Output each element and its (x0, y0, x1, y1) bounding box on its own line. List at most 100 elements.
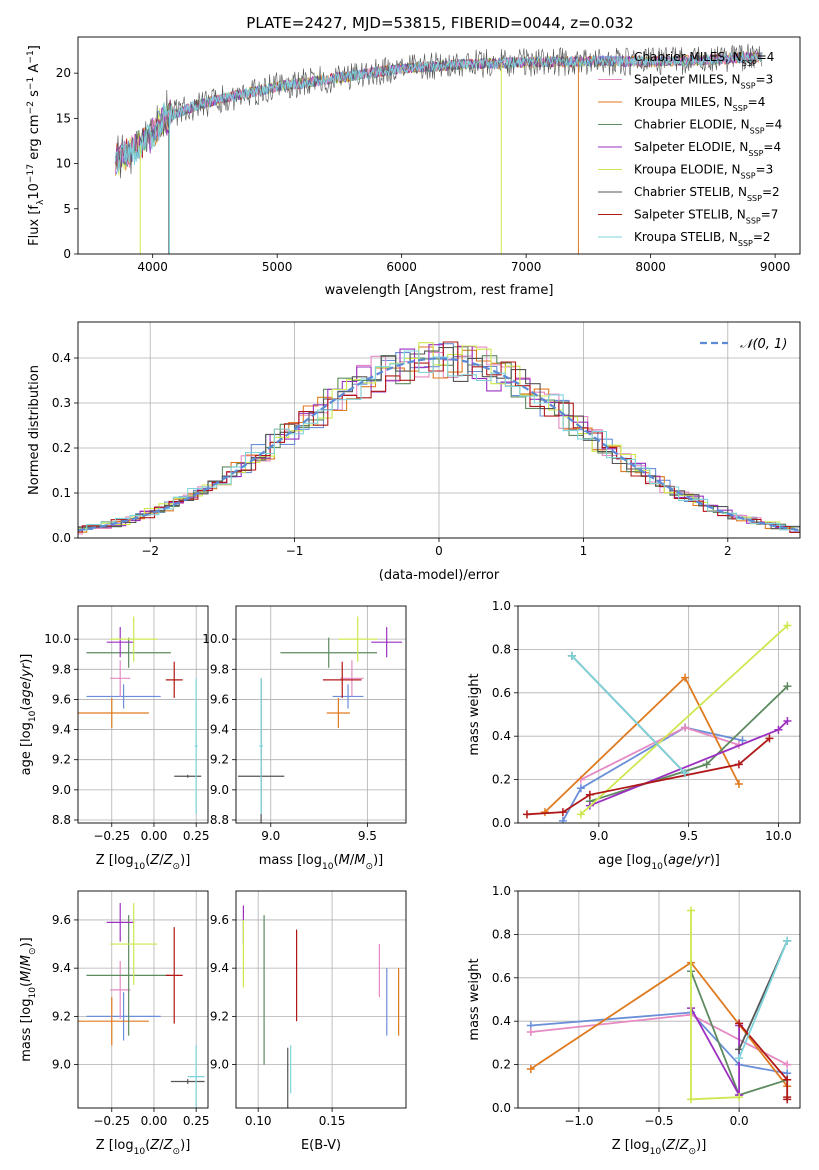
legend-label: Kroupa STELIB, NSSP=2 (634, 230, 771, 248)
legend-sub: SSP (741, 171, 756, 180)
y-axis-label: Normed distribution (27, 365, 42, 495)
label-part: ( (663, 853, 668, 868)
label-part: M (19, 971, 34, 982)
x-axis-label: E(B-V) (301, 1138, 341, 1153)
y-tick-label: 0.0 (492, 816, 511, 830)
axes-frame (77, 605, 209, 824)
label-part: yr (19, 662, 34, 678)
legend-sub: SSP (742, 59, 757, 68)
weight-marker (526, 1064, 535, 1073)
x-tick-label: 9.0 (589, 829, 608, 843)
label-part: / (675, 1138, 680, 1153)
label-part: / (159, 853, 164, 868)
y-tick-label: 9.4 (52, 723, 71, 737)
y-tick-label: 9.8 (210, 662, 229, 676)
y-tick-label: 0.8 (492, 642, 511, 656)
weight-line (530, 1011, 788, 1075)
y-tick-label: 10 (56, 157, 71, 171)
legend-sub: SSP (748, 149, 763, 158)
label-part: yr (696, 853, 712, 868)
histogram-step (78, 350, 800, 532)
weight-marker (702, 760, 711, 769)
x-tick-label: 0.0 (730, 1114, 749, 1128)
x-tick-label: 0.10 (245, 1114, 272, 1128)
error-bars (237, 616, 403, 823)
weight-line (571, 655, 686, 774)
y-tick-label: 0 (63, 247, 71, 261)
weight-marker (783, 936, 792, 945)
legend-sub: SSP (738, 239, 753, 248)
y-tick-label: 0.2 (492, 1058, 511, 1072)
legend-value: =4 (757, 50, 775, 64)
label-part: )] (696, 1138, 706, 1153)
y-tick-label: 9.4 (210, 723, 229, 737)
label-part: 10 (134, 1147, 146, 1157)
weight-line (580, 624, 789, 815)
y-tick-label: 1.0 (492, 599, 511, 613)
label-part: ( (19, 982, 34, 987)
label-part: / (159, 1138, 164, 1153)
figure-title: PLATE=2427, MJD=53815, FIBERID=0044, z=0… (246, 14, 633, 32)
y-tick-label: 9.6 (52, 692, 71, 706)
label-part: age [log (19, 722, 34, 775)
legend-text: Chabrier ELODIE, N (634, 118, 750, 132)
x-tick-label: −1.0 (564, 1114, 593, 1128)
x-axis-label: mass [log10(M/M⊙)] (259, 853, 383, 872)
label-part: mass [log (259, 853, 322, 868)
label-part: )] (19, 937, 34, 947)
label-part: 10 (27, 183, 42, 200)
y-tick-label: 9.4 (210, 961, 229, 975)
label-part: age (19, 681, 34, 705)
weight-marker (783, 717, 792, 726)
y-tick-label: 0.0 (52, 531, 71, 545)
weight-line (738, 940, 789, 1059)
spectrum-line (114, 52, 763, 172)
label-part: ( (661, 1138, 666, 1153)
x-tick-label: 0.25 (183, 829, 210, 843)
label-part: M (354, 853, 365, 868)
label-part: ⊙ (28, 947, 38, 955)
panel-mass_vs_ebv: 0.10 0.15 9.0 9.2 9.4 9.6 E(B-V) (210, 890, 407, 1153)
weight-lines (522, 621, 792, 823)
x-axis-label: Z [log10(Z/Z⊙)] (96, 1138, 191, 1157)
label-part: )] (19, 654, 34, 664)
weight-marker (734, 779, 743, 788)
y-tick-label: 9.2 (210, 753, 229, 767)
legend-value: =2 (753, 230, 771, 244)
label-part: A (27, 64, 42, 77)
x-tick-label: −0.25 (93, 1114, 130, 1128)
x-tick-label: −2 (141, 544, 159, 558)
legend-label: Kroupa MILES, NSSP=4 (634, 95, 765, 113)
axes-frame (77, 36, 801, 255)
x-tick-label: 0.00 (141, 829, 168, 843)
y-tick-label: 15 (56, 111, 71, 125)
weight-marker (735, 1054, 744, 1063)
label-part: 10 (650, 1147, 662, 1157)
label-part: Z [log (96, 853, 134, 868)
legend-text: Kroupa ELODIE, N (634, 163, 741, 177)
weight-marker (735, 1093, 744, 1102)
weight-marker (734, 760, 743, 769)
x-tick-label: −0.5 (644, 1114, 673, 1128)
weight-marker (558, 808, 567, 817)
error-bars (78, 616, 202, 814)
weight-marker (783, 1060, 792, 1069)
label-part: 10 (28, 710, 38, 722)
legend-text: Salpeter STELIB, N (634, 208, 746, 222)
spectrum-lines (114, 43, 763, 254)
error-bars (242, 905, 400, 1108)
y-tick-label: 0.4 (492, 729, 511, 743)
weight-marker (783, 621, 792, 630)
legend-value: =4 (748, 95, 766, 109)
weight-marker (687, 906, 696, 915)
weight-marker (735, 1019, 744, 1028)
error-bars (78, 903, 205, 1108)
y-tick-label: 9.6 (52, 913, 71, 927)
label-part: age (668, 853, 692, 868)
y-tick-label: 0.2 (492, 773, 511, 787)
legend-value: =2 (762, 185, 780, 199)
x-tick-label: 0.25 (183, 1114, 210, 1128)
y-tick-label: 8.8 (52, 813, 71, 827)
y-tick-label: 9.0 (210, 783, 229, 797)
x-tick-label: 9000 (760, 260, 791, 274)
